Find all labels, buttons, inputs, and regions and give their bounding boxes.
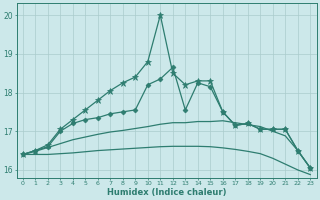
X-axis label: Humidex (Indice chaleur): Humidex (Indice chaleur) (107, 188, 226, 197)
